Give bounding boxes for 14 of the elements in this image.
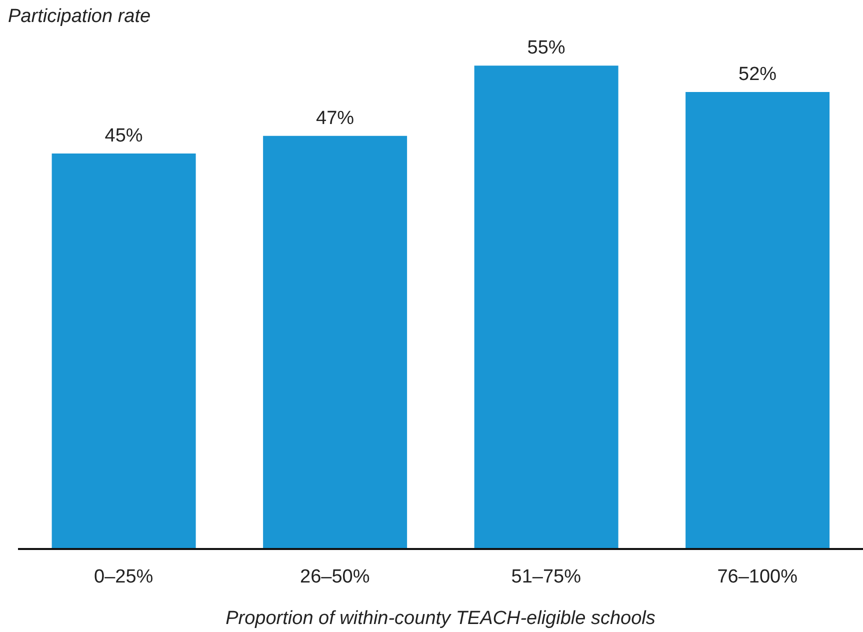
data-label: 45% bbox=[104, 125, 143, 146]
bar bbox=[52, 153, 196, 549]
bar bbox=[686, 92, 830, 549]
x-tick-label: 51–75% bbox=[511, 566, 582, 588]
x-tick-label: 26–50% bbox=[300, 566, 370, 588]
data-label: 52% bbox=[738, 64, 777, 85]
data-label: 55% bbox=[527, 38, 566, 59]
data-label: 47% bbox=[316, 108, 354, 129]
bar bbox=[474, 66, 618, 549]
bar bbox=[263, 136, 408, 549]
y-axis-title: Participation rate bbox=[8, 6, 151, 28]
x-axis-title: Proportion of within-county TEACH-eligible schools bbox=[226, 608, 656, 629]
x-tick-label: 76–100% bbox=[717, 566, 798, 588]
x-tick-label: 0–25% bbox=[94, 566, 154, 588]
